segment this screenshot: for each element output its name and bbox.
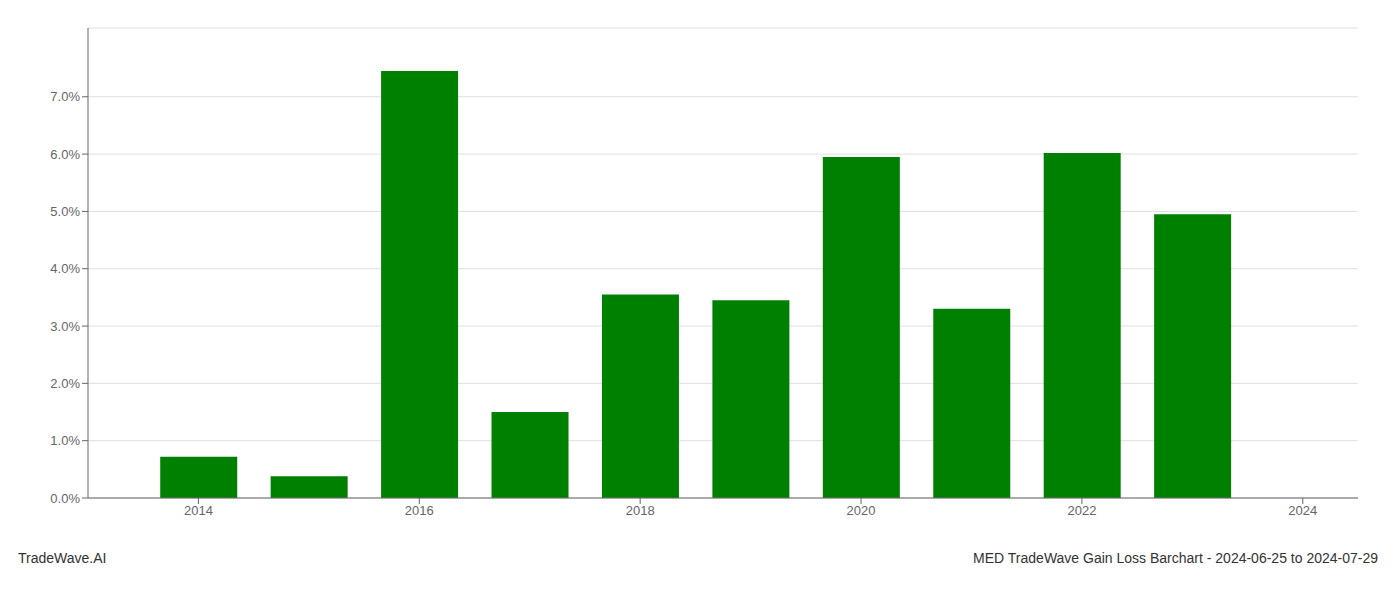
svg-text:2014: 2014: [184, 503, 213, 518]
svg-text:2018: 2018: [626, 503, 655, 518]
html-text:TradeWave.AI: TradeWave.AI: [18, 550, 107, 566]
svg-text:2020: 2020: [847, 503, 876, 518]
svg-text:5.0%: 5.0%: [50, 204, 80, 219]
svg-text:7.0%: 7.0%: [50, 89, 80, 104]
svg-text:2.0%: 2.0%: [50, 376, 80, 391]
svg-text:4.0%: 4.0%: [50, 261, 80, 276]
svg-text:1.0%: 1.0%: [50, 433, 80, 448]
svg-text:3.0%: 3.0%: [50, 319, 80, 334]
svg-text:0.0%: 0.0%: [50, 491, 80, 506]
svg-text:2016: 2016: [405, 503, 434, 518]
svg-text:2022: 2022: [1067, 503, 1096, 518]
html-text:MED TradeWave Gain Loss Barcha: MED TradeWave Gain Loss Barchart - 2024-…: [973, 550, 1378, 566]
svg-text:6.0%: 6.0%: [50, 147, 80, 162]
svg-text:2024: 2024: [1288, 503, 1317, 518]
